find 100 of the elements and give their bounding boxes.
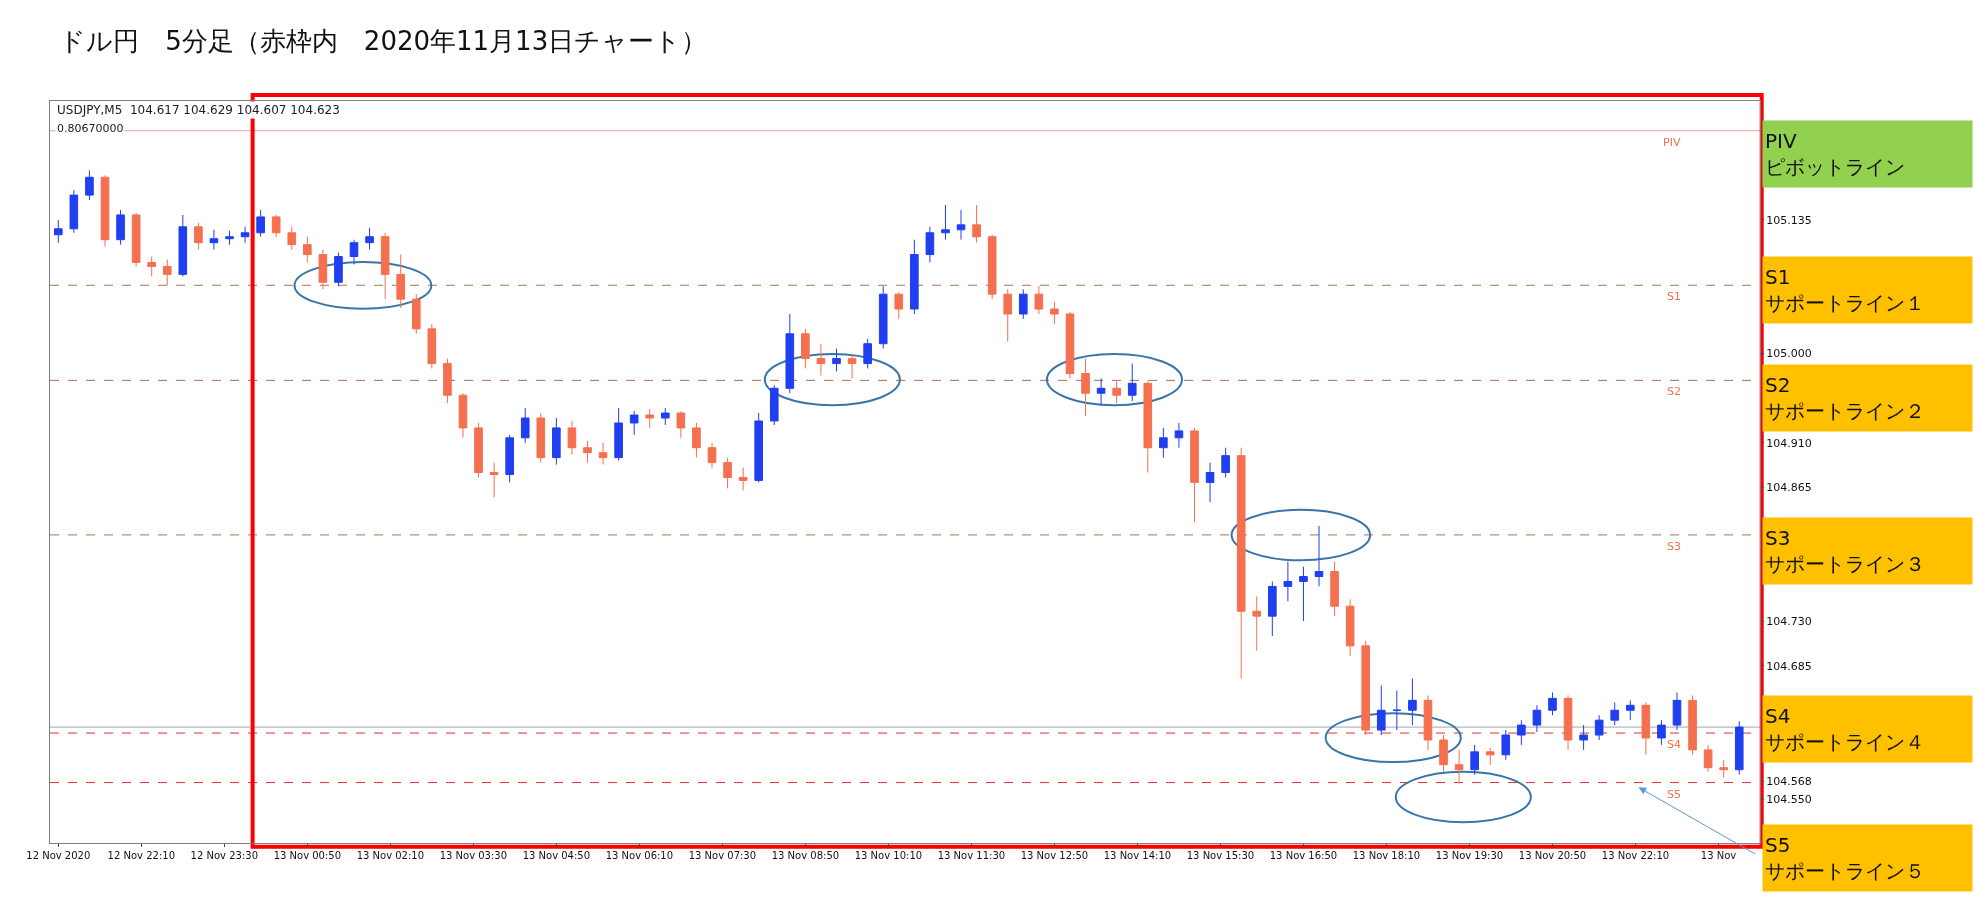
text: S4 サポートライン４	[1765, 704, 1925, 754]
candlestick	[552, 417, 561, 466]
candlestick	[131, 212, 141, 267]
candlestick	[1003, 288, 1013, 343]
candlestick	[925, 226, 935, 263]
candlestick	[1485, 747, 1495, 766]
candlestick	[100, 174, 110, 248]
candlestick	[1268, 580, 1277, 637]
candlestick	[1081, 358, 1090, 417]
x-tick-label: 12 Nov 22:10	[107, 850, 176, 861]
x-tick-label: 13 Nov	[1700, 850, 1737, 861]
x-tick-label: 13 Nov 18:10	[1352, 850, 1421, 861]
candlestick	[1299, 566, 1308, 622]
candlestick	[147, 256, 156, 277]
candlestick	[878, 285, 888, 350]
candlestick	[769, 384, 779, 426]
candlestick	[754, 412, 764, 483]
y-tick-label: 104.730	[1766, 614, 1812, 628]
candlestick	[707, 442, 717, 469]
x-tick-label: 13 Nov 19:30	[1435, 850, 1504, 861]
x-tick-label: 13 Nov 00:50	[273, 850, 342, 861]
candlestick	[676, 410, 686, 439]
y-tick-label: 104.910	[1766, 436, 1812, 450]
y-tick-label: 104.865	[1766, 481, 1812, 495]
candlestick	[1703, 744, 1713, 773]
candlestick	[1548, 691, 1557, 716]
candlestick	[1392, 689, 1402, 731]
candlestick	[816, 343, 826, 376]
candlestick	[723, 457, 732, 489]
candlestick	[474, 422, 483, 478]
x-tick-label: 13 Nov 10:10	[854, 850, 923, 861]
candlestick	[162, 259, 172, 286]
candlestick	[847, 353, 857, 379]
candlestick	[225, 230, 234, 246]
candlestick	[458, 392, 468, 439]
ref-line-label: PIV	[1663, 136, 1681, 149]
text: S2 サポートライン２	[1765, 373, 1925, 423]
candlestick	[520, 407, 530, 444]
candlestick	[1127, 363, 1137, 402]
x-tick-label: 13 Nov 15:30	[1186, 850, 1255, 861]
candlestick	[567, 420, 577, 456]
y-tick-label: 104.568	[1766, 775, 1812, 789]
y-tick-label: 104.550	[1766, 793, 1812, 807]
chart-title: ドル円 5分足（赤枠内 2020年11月13日チャート）	[59, 25, 708, 56]
candlestick	[614, 407, 623, 462]
candlestick	[629, 410, 639, 436]
annotation: USDJPY,M5 104.617 104.629 104.607 104.623	[57, 103, 340, 117]
ref-line-label: S5	[1667, 788, 1681, 801]
candlestick	[956, 209, 966, 241]
candlestick	[318, 249, 328, 290]
x-tick-label: 13 Nov 20:50	[1518, 850, 1587, 861]
x-tick-label: 12 Nov 2020	[26, 850, 91, 861]
candlestick	[365, 227, 374, 251]
candlestick	[1517, 719, 1526, 746]
candlestick	[505, 434, 514, 483]
x-tick-label: 12 Nov 23:30	[190, 850, 259, 861]
candlestick	[1174, 422, 1184, 449]
candlestick	[536, 412, 546, 464]
candlestick	[738, 467, 748, 491]
x-tick-label: 13 Nov 07:30	[688, 850, 757, 861]
candlestick	[1376, 684, 1386, 736]
ref-line-label: S3	[1667, 540, 1681, 553]
candlestick	[1423, 694, 1433, 751]
ref-line-label: S1	[1667, 290, 1681, 303]
candlestick	[1190, 427, 1199, 523]
candlestick	[894, 291, 904, 320]
candlestick	[1672, 691, 1682, 731]
y-tick-label: 104.685	[1766, 659, 1812, 673]
candlestick	[178, 214, 188, 277]
x-tick-label: 13 Nov 02:10	[356, 850, 425, 861]
candlestick	[832, 348, 841, 372]
candlestick	[69, 189, 79, 234]
candlestick	[53, 219, 63, 244]
candlestick	[1657, 719, 1666, 746]
candlestick	[1236, 447, 1246, 680]
candlestick	[427, 323, 437, 369]
candlestick	[240, 226, 250, 244]
candlestick	[349, 239, 359, 265]
candlestick	[1018, 288, 1028, 320]
candlestick	[1719, 759, 1728, 779]
candlestick	[1065, 311, 1075, 379]
candlestick	[1205, 462, 1215, 503]
candlestick	[1408, 678, 1417, 726]
candlestick	[380, 232, 390, 300]
candlestick	[1143, 380, 1153, 473]
candlestick	[1610, 701, 1620, 726]
candlestick	[941, 204, 950, 241]
candlestick	[1221, 447, 1230, 478]
candlestick	[396, 254, 406, 309]
candlestick	[85, 169, 94, 201]
candlestick	[1625, 699, 1635, 721]
x-tick-label: 13 Nov 03:30	[439, 850, 508, 861]
candlestick	[801, 328, 810, 369]
text: S5 サポートライン５	[1765, 833, 1925, 883]
candlestick	[1096, 377, 1106, 406]
annotation: 0.80670000	[57, 122, 124, 135]
candlestick	[1361, 640, 1371, 736]
candlestick	[443, 358, 452, 404]
candlestick	[972, 204, 981, 244]
candlestick	[910, 239, 919, 315]
